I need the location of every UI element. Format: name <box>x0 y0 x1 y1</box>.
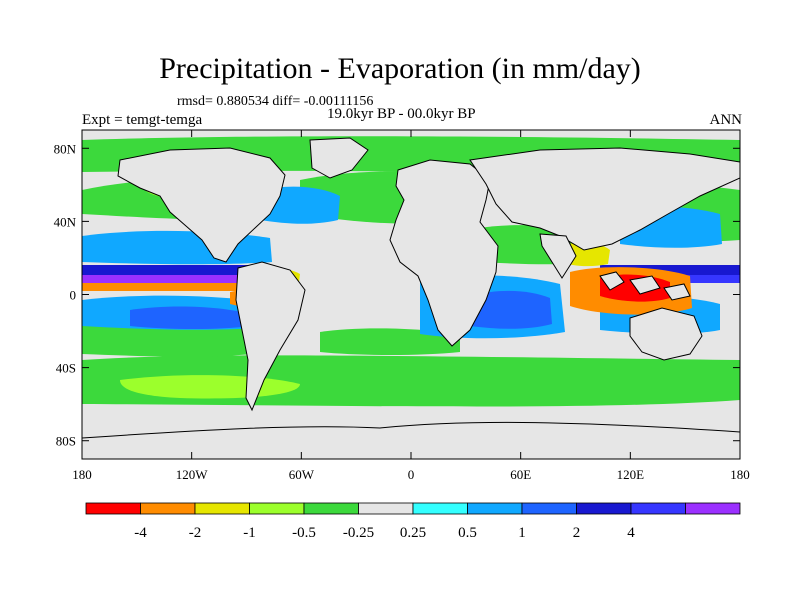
axis-ticks: 80N 40N 0 40S 80S 180 120W 60W 0 60E 120E 180 <box>54 130 750 482</box>
blue-south-pacific-core <box>130 306 250 329</box>
antarctica-outline <box>82 421 740 459</box>
lon-tick-label: 60W <box>289 467 315 482</box>
colorbar-label: 0.5 <box>458 525 477 541</box>
chart-title: Precipitation - Evaporation (in mm/day) <box>159 52 641 85</box>
colorbar-swatch <box>521 502 577 515</box>
equatorial-orange-strip <box>82 283 282 291</box>
lat-tick-label: 40S <box>56 361 76 376</box>
lat-tick-label: 80N <box>54 141 77 156</box>
lat-tick-label: 80S <box>56 434 76 449</box>
colorbar-swatch <box>358 502 414 515</box>
colorbar-label: -4 <box>134 525 147 541</box>
coastlines <box>82 137 740 459</box>
colorbar-swatch <box>194 502 250 515</box>
india-outline <box>539 233 577 279</box>
lon-tick-label: 60E <box>510 467 531 482</box>
south-america-outline <box>235 261 306 412</box>
colorbar: -4 -2 -1 -0.5 -0.25 0.25 0.5 1 2 4 <box>85 502 741 541</box>
colorbar-swatch <box>249 502 305 515</box>
maritime-islands-outline <box>599 271 691 301</box>
colorbar-swatch <box>576 502 632 515</box>
itcz-west-deepblue-strip <box>600 265 740 275</box>
colorbar-label: 4 <box>627 525 635 541</box>
lon-tick-label: 180 <box>72 467 92 482</box>
colorbar-label: 1 <box>518 525 526 541</box>
itcz-deepblue-strip <box>82 265 262 275</box>
colorbar-label: -2 <box>189 525 202 541</box>
colorbar-label: -1 <box>243 525 256 541</box>
colorbar-swatch <box>685 502 741 515</box>
lon-tick-label: 120W <box>176 467 209 482</box>
asia-outline <box>469 147 740 251</box>
experiment-label: Expt = temgt-temga <box>82 112 203 128</box>
lat-tick-label: 0 <box>70 288 77 303</box>
lon-tick-label: 180 <box>730 467 750 482</box>
colorbar-label: -0.25 <box>343 525 374 541</box>
lon-tick-label: 120E <box>617 467 645 482</box>
colorbar-swatch <box>630 502 686 515</box>
north-america-outline <box>117 147 286 263</box>
colorbar-swatch <box>85 502 141 515</box>
darkblue-south-atlantic-core <box>470 290 552 329</box>
lon-tick-label: 0 <box>408 467 415 482</box>
season-label: ANN <box>709 112 743 128</box>
itcz-purple-strip <box>82 275 272 283</box>
greenland-outline <box>309 137 369 179</box>
colorbar-swatch <box>412 502 468 515</box>
colorbar-swatch <box>140 502 196 515</box>
colorbar-label: 2 <box>573 525 581 541</box>
period-label: 19.0kyr BP - 00.0kyr BP <box>327 106 476 122</box>
colorbar-swatch <box>467 502 523 515</box>
australia-outline <box>629 307 703 361</box>
colorbar-swatch <box>303 502 359 515</box>
stats-text: rmsd= 0.880534 diff= -0.00111156 <box>177 94 374 109</box>
colorbar-label: 0.25 <box>400 525 426 541</box>
colorbar-label: -0.5 <box>292 525 316 541</box>
lat-tick-label: 40N <box>54 214 77 229</box>
green-band-south-atlantic <box>320 328 460 355</box>
